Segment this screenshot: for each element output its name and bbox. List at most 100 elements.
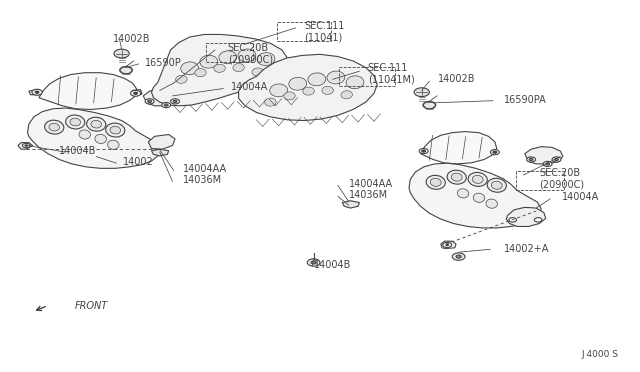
Text: (20900C): (20900C) xyxy=(540,179,584,189)
Circle shape xyxy=(509,218,516,222)
Text: 14004AA: 14004AA xyxy=(183,164,227,174)
Circle shape xyxy=(490,150,499,155)
Text: J 4000 S: J 4000 S xyxy=(582,350,619,359)
Text: (20900C): (20900C) xyxy=(228,54,273,64)
Text: (11041M): (11041M) xyxy=(368,74,415,84)
Circle shape xyxy=(419,148,428,154)
Ellipse shape xyxy=(70,118,81,126)
Ellipse shape xyxy=(451,173,462,181)
Circle shape xyxy=(145,99,154,104)
Text: 14036M: 14036M xyxy=(349,190,388,200)
Text: 14002: 14002 xyxy=(123,157,154,167)
Circle shape xyxy=(527,157,535,162)
Text: SEC.111: SEC.111 xyxy=(368,63,408,73)
Circle shape xyxy=(134,92,138,94)
Polygon shape xyxy=(506,207,546,227)
Text: 14036M: 14036M xyxy=(183,176,223,186)
Ellipse shape xyxy=(303,87,314,95)
Bar xyxy=(339,67,395,86)
Ellipse shape xyxy=(289,77,307,90)
Polygon shape xyxy=(409,163,541,228)
Ellipse shape xyxy=(341,91,353,99)
Circle shape xyxy=(553,157,561,162)
Ellipse shape xyxy=(447,170,467,184)
Circle shape xyxy=(25,145,28,146)
Ellipse shape xyxy=(45,120,64,134)
Circle shape xyxy=(529,158,533,161)
Text: 16590P: 16590P xyxy=(145,58,182,68)
Circle shape xyxy=(146,99,154,104)
Ellipse shape xyxy=(108,140,119,150)
Ellipse shape xyxy=(238,49,256,62)
Ellipse shape xyxy=(265,98,276,106)
Ellipse shape xyxy=(468,172,487,186)
Polygon shape xyxy=(525,147,563,164)
Circle shape xyxy=(546,163,550,165)
Ellipse shape xyxy=(86,117,106,131)
Polygon shape xyxy=(148,135,175,149)
Ellipse shape xyxy=(49,123,60,131)
Circle shape xyxy=(543,161,552,167)
Ellipse shape xyxy=(91,121,102,128)
Circle shape xyxy=(307,259,320,266)
Polygon shape xyxy=(441,241,456,248)
Circle shape xyxy=(443,242,452,247)
Ellipse shape xyxy=(430,178,441,186)
Polygon shape xyxy=(342,201,360,208)
Ellipse shape xyxy=(472,175,483,183)
Text: SEC.111: SEC.111 xyxy=(304,21,344,31)
Circle shape xyxy=(446,244,449,246)
Polygon shape xyxy=(152,35,287,106)
Ellipse shape xyxy=(195,69,206,77)
Circle shape xyxy=(552,157,561,162)
Polygon shape xyxy=(132,90,142,96)
Polygon shape xyxy=(39,73,137,109)
Ellipse shape xyxy=(252,68,264,76)
Polygon shape xyxy=(420,132,497,164)
Circle shape xyxy=(452,253,465,260)
Text: 14004B: 14004B xyxy=(314,260,351,270)
Ellipse shape xyxy=(214,64,225,72)
Polygon shape xyxy=(239,54,377,121)
Circle shape xyxy=(493,151,497,153)
Circle shape xyxy=(414,88,429,97)
Text: 14004A: 14004A xyxy=(231,82,268,92)
Ellipse shape xyxy=(269,84,287,97)
Ellipse shape xyxy=(327,71,345,84)
Circle shape xyxy=(120,67,132,74)
Ellipse shape xyxy=(79,130,90,139)
Text: 14004AA: 14004AA xyxy=(349,179,393,189)
Circle shape xyxy=(311,261,316,264)
Ellipse shape xyxy=(110,126,120,134)
Text: 14002B: 14002B xyxy=(438,74,475,84)
Text: 14002+A: 14002+A xyxy=(504,244,550,254)
Ellipse shape xyxy=(426,175,445,189)
Ellipse shape xyxy=(458,189,469,198)
Ellipse shape xyxy=(95,134,106,144)
Bar xyxy=(205,43,253,62)
Ellipse shape xyxy=(473,193,484,202)
Circle shape xyxy=(527,157,536,162)
Ellipse shape xyxy=(219,51,237,64)
Ellipse shape xyxy=(233,64,244,71)
Circle shape xyxy=(22,143,30,148)
Text: 16590PA: 16590PA xyxy=(504,94,547,105)
Text: (11041): (11041) xyxy=(304,32,342,42)
Circle shape xyxy=(534,218,542,222)
Ellipse shape xyxy=(66,115,84,129)
Circle shape xyxy=(456,255,461,258)
Ellipse shape xyxy=(308,73,326,86)
Circle shape xyxy=(162,103,171,108)
Text: 14004B: 14004B xyxy=(60,146,97,156)
Circle shape xyxy=(555,158,559,161)
Ellipse shape xyxy=(346,76,364,89)
Polygon shape xyxy=(143,89,181,106)
Ellipse shape xyxy=(200,55,218,68)
Circle shape xyxy=(35,91,39,93)
Circle shape xyxy=(173,100,177,103)
Circle shape xyxy=(32,89,42,95)
Circle shape xyxy=(148,100,152,103)
Circle shape xyxy=(172,99,179,104)
Polygon shape xyxy=(28,108,160,169)
Ellipse shape xyxy=(180,62,198,75)
